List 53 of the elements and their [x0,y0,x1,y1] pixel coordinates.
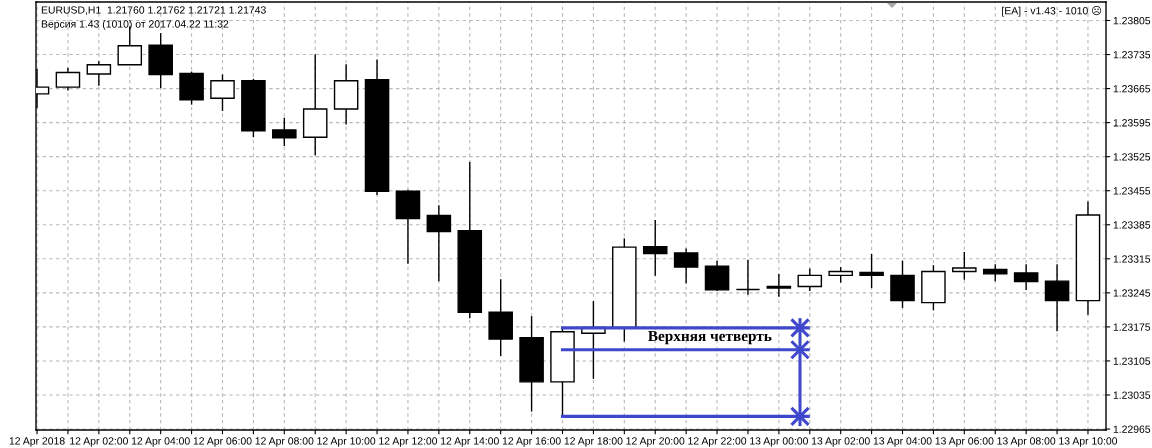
x-tick-label: 13 Apr 02:00 [811,437,870,447]
y-tick-label: 1.23525 [1113,153,1151,161]
x-tick-label: 13 Apr 08:00 [997,437,1056,447]
candlestick [735,259,761,296]
candlestick [55,66,81,92]
x-tick-label: 12 Apr 10:00 [317,437,376,447]
x-tick-label: 12 Apr 2018 [9,437,65,447]
point [789,406,811,427]
text: Версия 1.43 (1010) от 2017.04.22 11:32 [41,20,229,30]
candlestick [210,73,235,112]
x-tick-label: 13 Apr 00:00 [750,437,808,447]
y-tick-label: 1.23105 [1113,357,1151,365]
candlestick [1044,263,1070,332]
candlestick [797,267,823,292]
annotation: [EA] - v1.43 - 1010 ☹ [1002,6,1102,17]
x-tick-label: 13 Apr 04:00 [873,437,932,447]
candlestick [673,247,699,285]
x-tick-label: 12 Apr 06:00 [193,437,252,447]
x-tick-label: 13 Apr 10:00 [1059,437,1118,447]
x-tick-label: 12 Apr 02:00 [70,437,128,447]
y-tick-label: 1.23735 [1113,51,1151,59]
x-tick-label: 12 Apr 12:00 [379,437,438,447]
x-tick-label: 12 Apr 22:00 [688,437,747,447]
y-tick-label: 1.23455 [1113,187,1151,195]
candlestick [272,117,297,147]
candlestick [86,60,112,87]
x-tick-label: 12 Apr 16:00 [502,437,561,447]
point [789,339,811,360]
chart-title: EURUSD,H1 1.21760 1.21762 1.21721 1.21743 [41,6,266,15]
y-tick-label: 1.23665 [1113,85,1151,93]
candlestick [426,204,452,282]
candlestick [642,219,668,277]
y-tick-label: 1.23315 [1113,255,1151,263]
x-tick-label: 12 Apr 04:00 [131,437,190,447]
candlestick [1013,263,1039,291]
y-tick-label: 1.23805 [1113,16,1151,25]
candlestick [952,251,977,281]
y-tick-label: 1.23035 [1113,391,1151,399]
point [789,317,811,338]
x-tick-label: 12 Apr 18:00 [564,437,623,447]
candlestick [704,260,730,292]
y-tick-label: 1.23595 [1113,119,1151,127]
y-tick-label: 1.23175 [1113,323,1151,331]
x-tick-label: 12 Apr 20:00 [626,437,685,447]
x-tick-label: 12 Apr 08:00 [255,437,314,447]
x-tick-label: 12 Apr 14:00 [441,437,499,447]
y-tick-label: 1.23245 [1113,289,1151,297]
y-tick-label: 1.23385 [1113,221,1151,229]
y-tick-label: 1.22965 [1113,425,1151,433]
x-tick-label: 13 Apr 06:00 [935,437,994,447]
candlestick [766,273,792,298]
annotation: Верхняя четверть [648,330,772,345]
candlestick [859,253,884,289]
